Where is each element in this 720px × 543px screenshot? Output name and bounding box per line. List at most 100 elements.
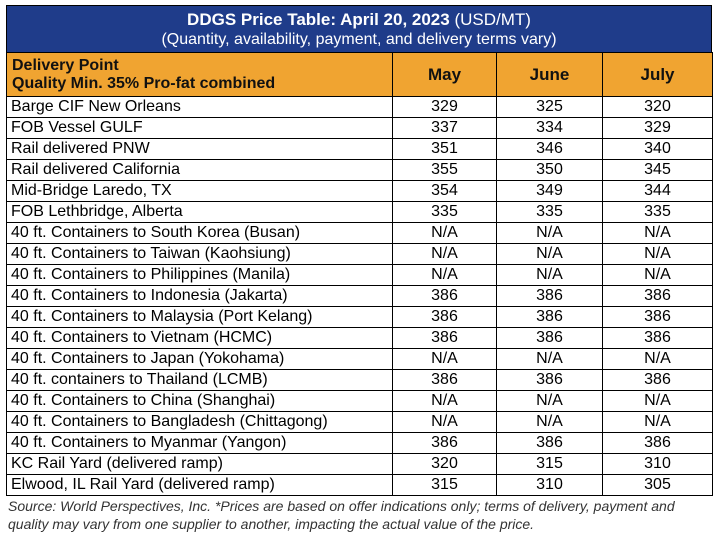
table-row: 40 ft. Containers to Japan (Yokohama) N/A… <box>6 348 713 370</box>
source-note: Source: World Perspectives, Inc. *Prices… <box>8 498 675 532</box>
delivery-point-cell: 40 ft. containers to Thailand (LCMB) <box>6 369 393 391</box>
month-header-may: May <box>392 52 497 97</box>
price-cell-july: 386 <box>602 306 713 328</box>
price-cell-july: 305 <box>602 474 713 496</box>
month-header-june: June <box>496 52 603 97</box>
header-row: Delivery Point Quality Min. 35% Pro-fat … <box>6 52 713 97</box>
delivery-point-cell: Rail delivered PNW <box>6 138 393 160</box>
delivery-point-cell: FOB Vessel GULF <box>6 117 393 139</box>
delivery-point-cell: 40 ft. Containers to Myanmar (Yangon) <box>6 432 393 454</box>
delivery-point-cell: 40 ft. Containers to China (Shanghai) <box>6 390 393 412</box>
month-header-july: July <box>602 52 713 97</box>
price-cell-july: 329 <box>602 117 713 139</box>
table-row: 40 ft. Containers to Indonesia (Jakarta)… <box>6 285 713 307</box>
table-row: 40 ft. Containers to Taiwan (Kaohsiung) N… <box>6 243 713 265</box>
price-cell-may: 386 <box>392 432 497 454</box>
table-row: Rail delivered California 355 350 345 <box>6 159 713 181</box>
table-row: FOB Vessel GULF 337 334 329 <box>6 117 713 139</box>
table-row: 40 ft. containers to Thailand (LCMB) 386 3… <box>6 369 713 391</box>
table-row: FOB Lethbridge, Alberta 335 335 335 <box>6 201 713 223</box>
table-subtitle: (Quantity, availability, payment, and de… <box>161 31 557 48</box>
price-cell-june: N/A <box>496 222 603 244</box>
price-cell-july: N/A <box>602 411 713 433</box>
table-body: Barge CIF New Orleans 329 325 320 FOB Vessel… <box>6 96 713 496</box>
price-cell-june: N/A <box>496 411 603 433</box>
price-cell-june: 350 <box>496 159 603 181</box>
price-cell-may: N/A <box>392 411 497 433</box>
delivery-point-cell: 40 ft. Containers to Taiwan (Kaohsiung) <box>6 243 393 265</box>
price-cell-may: N/A <box>392 264 497 286</box>
price-cell-july: 340 <box>602 138 713 160</box>
price-cell-july: 335 <box>602 201 713 223</box>
price-cell-july: 386 <box>602 432 713 454</box>
delivery-point-cell: 40 ft. Containers to Philippines (Manila… <box>6 264 393 286</box>
price-cell-june: N/A <box>496 243 603 265</box>
table-row: Rail delivered PNW 351 346 340 <box>6 138 713 160</box>
delivery-point-cell: 40 ft. Containers to Indonesia (Jakarta) <box>6 285 393 307</box>
price-cell-may: 329 <box>392 96 497 118</box>
price-cell-july: N/A <box>602 390 713 412</box>
price-cell-june: 335 <box>496 201 603 223</box>
price-cell-june: 349 <box>496 180 603 202</box>
delivery-point-cell: Barge CIF New Orleans <box>6 96 393 118</box>
table-row: 40 ft. Containers to China (Shanghai) N/A… <box>6 390 713 412</box>
price-cell-june: N/A <box>496 264 603 286</box>
table-row: Mid-Bridge Laredo, TX 354 349 344 <box>6 180 713 202</box>
price-cell-may: 386 <box>392 327 497 349</box>
delivery-point-cell: FOB Lethbridge, Alberta <box>6 201 393 223</box>
delivery-point-cell: 40 ft. Containers to Bangladesh (Chittag… <box>6 411 393 433</box>
price-cell-june: 386 <box>496 432 603 454</box>
price-cell-may: 386 <box>392 306 497 328</box>
price-cell-june: 386 <box>496 369 603 391</box>
table-title-units: (USD/MT) <box>449 10 531 29</box>
price-cell-may: N/A <box>392 348 497 370</box>
price-cell-may: N/A <box>392 243 497 265</box>
table-row: 40 ft. Containers to Philippines (Manila… <box>6 264 713 286</box>
price-cell-july: 344 <box>602 180 713 202</box>
price-cell-june: 386 <box>496 285 603 307</box>
title-band: DDGS Price Table: April 20, 2023 (USD/MT… <box>6 5 712 52</box>
table-row: 40 ft. Containers to South Korea (Busan)… <box>6 222 713 244</box>
price-cell-july: 310 <box>602 453 713 475</box>
price-cell-july: 345 <box>602 159 713 181</box>
price-cell-may: 337 <box>392 117 497 139</box>
price-cell-june: 386 <box>496 327 603 349</box>
delivery-point-cell: 40 ft. Containers to Malaysia (Port Kela… <box>6 306 393 328</box>
delivery-point-cell: Mid-Bridge Laredo, TX <box>6 180 393 202</box>
price-cell-june: 386 <box>496 306 603 328</box>
price-cell-june: 334 <box>496 117 603 139</box>
table-title: DDGS Price Table: April 20, 2023 (USD/MT… <box>7 9 711 30</box>
price-cell-may: 355 <box>392 159 497 181</box>
price-cell-june: 346 <box>496 138 603 160</box>
price-cell-june: 325 <box>496 96 603 118</box>
table-row: 40 ft. Containers to Bangladesh (Chittag… <box>6 411 713 433</box>
delivery-point-cell: 40 ft. Containers to Vietnam (HCMC) <box>6 327 393 349</box>
delivery-point-label: Delivery Point <box>12 56 119 74</box>
price-cell-july: N/A <box>602 264 713 286</box>
delivery-point-header: Delivery Point Quality Min. 35% Pro-fat … <box>6 52 393 97</box>
price-cell-may: 351 <box>392 138 497 160</box>
price-cell-july: 386 <box>602 327 713 349</box>
price-cell-july: 386 <box>602 369 713 391</box>
table-row: 40 ft. Containers to Malaysia (Port Kela… <box>6 306 713 328</box>
price-cell-may: N/A <box>392 390 497 412</box>
delivery-point-cell: 40 ft. Containers to Japan (Yokohama) <box>6 348 393 370</box>
price-cell-may: 320 <box>392 453 497 475</box>
price-cell-july: N/A <box>602 243 713 265</box>
delivery-point-cell: Elwood, IL Rail Yard (delivered ramp) <box>6 474 393 496</box>
price-cell-june: N/A <box>496 348 603 370</box>
table-title-main: DDGS Price Table: April 20, 2023 <box>187 10 450 29</box>
price-table: Delivery Point Quality Min. 35% Pro-fat … <box>6 52 713 496</box>
price-cell-may: 386 <box>392 369 497 391</box>
price-cell-july: 320 <box>602 96 713 118</box>
delivery-point-cell: KC Rail Yard (delivered ramp) <box>6 453 393 475</box>
price-cell-may: 386 <box>392 285 497 307</box>
table-row: Barge CIF New Orleans 329 325 320 <box>6 96 713 118</box>
table-row: 40 ft. Containers to Vietnam (HCMC) 386 38… <box>6 327 713 349</box>
price-cell-may: 335 <box>392 201 497 223</box>
price-cell-july: N/A <box>602 348 713 370</box>
delivery-point-cell: 40 ft. Containers to South Korea (Busan) <box>6 222 393 244</box>
price-cell-may: 354 <box>392 180 497 202</box>
price-cell-june: 310 <box>496 474 603 496</box>
quality-label: Quality Min. 35% Pro-fat combined <box>12 74 276 92</box>
